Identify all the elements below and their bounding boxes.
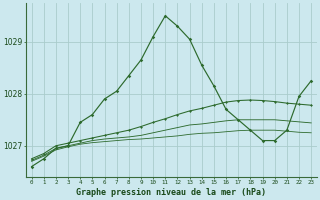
X-axis label: Graphe pression niveau de la mer (hPa): Graphe pression niveau de la mer (hPa) xyxy=(76,188,266,197)
